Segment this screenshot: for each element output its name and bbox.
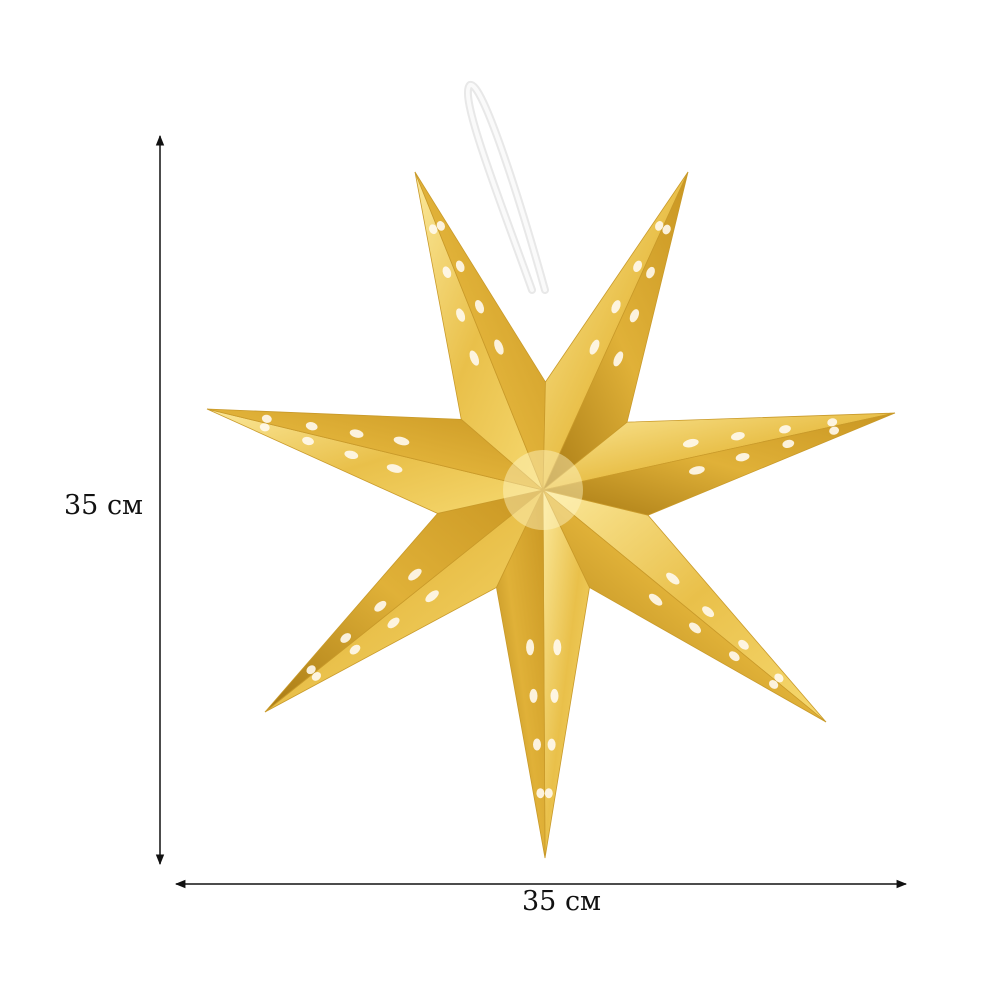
- star-cutout: [306, 665, 316, 675]
- star-center-glow: [503, 450, 583, 530]
- star-cutout: [779, 425, 791, 434]
- star-cutout: [682, 438, 699, 448]
- star-cutout: [305, 422, 318, 431]
- star-cutout: [702, 606, 715, 618]
- star-cutout: [469, 350, 480, 366]
- star-cutout: [374, 600, 387, 612]
- star-cutout: [547, 738, 556, 751]
- width-label: 35 см: [522, 886, 602, 917]
- star-cutout: [589, 339, 600, 355]
- star-cutout: [344, 450, 359, 460]
- star-cutout: [782, 439, 795, 449]
- star-cutout: [442, 266, 452, 278]
- star-cutout: [735, 453, 750, 462]
- star-cutout: [456, 308, 466, 322]
- star-cutout: [629, 309, 640, 323]
- star-cutout: [613, 351, 624, 367]
- star-cutout: [526, 639, 535, 656]
- star-cutout: [646, 266, 655, 279]
- star-cutout: [532, 738, 542, 751]
- star-cutout: [738, 639, 749, 650]
- star-cutout: [529, 688, 538, 703]
- star-cutout: [455, 260, 465, 273]
- height-label: 35 см: [64, 490, 144, 521]
- star-cutout: [261, 414, 272, 423]
- star-cutout: [425, 590, 439, 603]
- star-cutout: [429, 224, 438, 235]
- star-cutout: [349, 644, 361, 655]
- star-cutout: [662, 224, 671, 235]
- star-cutout: [408, 568, 422, 581]
- star-cutout: [633, 260, 643, 273]
- star-cutout: [536, 788, 545, 799]
- star-cutout: [655, 221, 664, 231]
- star-cutout: [829, 426, 840, 435]
- star-arm-face: [206, 408, 544, 491]
- star-cutout: [827, 418, 838, 427]
- star-cutout: [387, 617, 400, 629]
- hanging-cord: [463, 81, 549, 294]
- star-cutout: [259, 423, 270, 432]
- star-cutout: [386, 464, 403, 473]
- star-cutout: [436, 221, 445, 231]
- star-cutout: [302, 436, 314, 446]
- star-cutout: [553, 639, 562, 656]
- star-cutout: [729, 651, 740, 662]
- star-cutout: [648, 593, 663, 606]
- star-cutout: [494, 339, 504, 355]
- star-cutout: [611, 300, 621, 314]
- star-cutout: [544, 788, 553, 799]
- star-cutout: [689, 466, 705, 475]
- paper-star-lantern: [206, 171, 896, 859]
- star-cutout: [689, 622, 701, 634]
- star-cutout: [393, 436, 410, 446]
- star-cutout: [349, 429, 364, 438]
- star-cutout: [768, 679, 779, 689]
- star-cutout: [666, 572, 680, 585]
- star-cutout: [550, 688, 559, 703]
- star-cutout: [731, 432, 745, 441]
- star-cutout: [340, 633, 352, 643]
- star-cutout: [474, 300, 485, 314]
- star-cutout: [311, 671, 322, 681]
- star-cutout: [774, 673, 784, 683]
